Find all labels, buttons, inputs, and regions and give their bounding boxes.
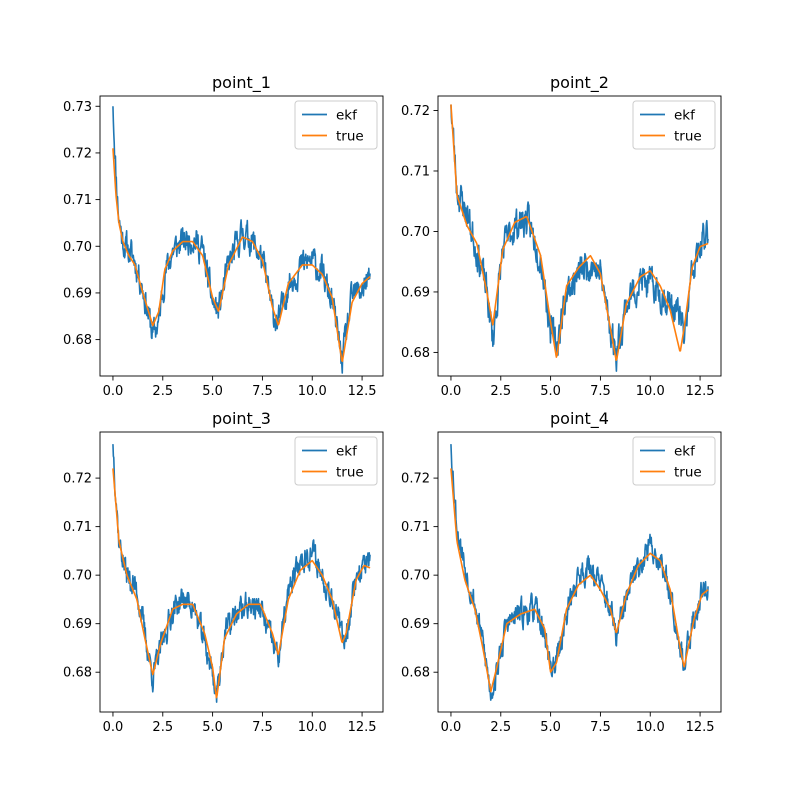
x-tick-label: 7.5 — [590, 384, 611, 399]
legend: ekf true — [294, 100, 378, 150]
legend-box — [294, 436, 378, 486]
y-tick-label: 0.71 — [401, 520, 430, 535]
x-tick-label: 10.0 — [298, 720, 327, 735]
series-line-true — [450, 468, 709, 693]
x-tick-label: 2.5 — [490, 384, 511, 399]
x-tick-label: 10.0 — [298, 384, 327, 399]
chart-title: point_2 — [550, 73, 609, 93]
series-line-true — [450, 104, 709, 361]
legend: ekf true — [632, 436, 716, 486]
y-tick-label: 0.70 — [63, 569, 92, 584]
axes-frame — [99, 431, 384, 713]
legend-label-ekf: ekf — [336, 444, 358, 460]
x-tick-label: 0.0 — [103, 720, 124, 735]
series-line-ekf — [450, 444, 709, 701]
y-tick-label: 0.72 — [401, 104, 430, 119]
x-tick-label: 5.0 — [202, 720, 223, 735]
subplot-3: 0.0 2.5 5.0 7.5 10.0 12.5 0.68 0.69 0.70 0.71 0.72… — [63, 409, 384, 735]
axes-frame — [437, 431, 722, 713]
y-tick-label: 0.69 — [63, 286, 92, 301]
legend-label-ekf: ekf — [336, 108, 358, 124]
legend-box — [632, 436, 716, 486]
x-tick-label: 12.5 — [348, 384, 377, 399]
y-tick-label: 0.68 — [63, 333, 92, 348]
y-tick-label: 0.73 — [63, 100, 92, 115]
legend-label-ekf: ekf — [674, 444, 696, 460]
axes-frame — [437, 95, 722, 377]
x-tick-label: 12.5 — [686, 720, 715, 735]
subplot-1: 0.0 2.5 5.0 7.5 10.0 12.5 0.68 0.69 0.70 0.71 0.72… — [63, 73, 384, 399]
y-tick-label: 0.68 — [401, 666, 430, 681]
x-tick-label: 0.0 — [441, 384, 462, 399]
x-tick-label: 2.5 — [490, 720, 511, 735]
legend-label-ekf: ekf — [674, 108, 696, 124]
y-tick-label: 0.72 — [63, 146, 92, 161]
y-tick-label: 0.70 — [401, 225, 430, 240]
series-line-true — [112, 468, 371, 699]
y-tick-label: 0.68 — [401, 346, 430, 361]
x-tick-label: 7.5 — [252, 720, 273, 735]
x-tick-label: 5.0 — [540, 384, 561, 399]
x-tick-label: 0.0 — [441, 720, 462, 735]
y-tick-label: 0.69 — [401, 285, 430, 300]
legend-label-true: true — [336, 465, 364, 481]
series-line-ekf — [450, 104, 709, 372]
chart-title: point_4 — [550, 409, 609, 429]
y-tick-label: 0.72 — [63, 472, 92, 487]
subplot-2: 0.0 2.5 5.0 7.5 10.0 12.5 0.68 0.69 0.70 0.71 0.72… — [401, 73, 722, 399]
y-tick-label: 0.71 — [401, 164, 430, 179]
y-tick-label: 0.71 — [63, 520, 92, 535]
subplot-4: 0.0 2.5 5.0 7.5 10.0 12.5 0.68 0.69 0.70 0.71 0.72… — [401, 409, 722, 735]
series-line-true — [112, 148, 371, 363]
x-tick-label: 2.5 — [152, 384, 173, 399]
y-tick-label: 0.68 — [63, 666, 92, 681]
chart-title: point_1 — [212, 73, 271, 93]
y-tick-label: 0.70 — [401, 569, 430, 584]
legend-label-true: true — [336, 129, 364, 145]
y-tick-label: 0.72 — [401, 472, 430, 487]
legend: ekf true — [294, 436, 378, 486]
x-tick-label: 10.0 — [636, 384, 665, 399]
legend-label-true: true — [674, 129, 702, 145]
y-tick-label: 0.69 — [63, 617, 92, 632]
x-tick-label: 5.0 — [540, 720, 561, 735]
legend: ekf true — [632, 100, 716, 150]
x-tick-label: 10.0 — [636, 720, 665, 735]
x-tick-label: 7.5 — [590, 720, 611, 735]
y-tick-label: 0.70 — [63, 240, 92, 255]
legend-box — [632, 100, 716, 150]
axes-frame — [99, 95, 384, 377]
x-tick-label: 0.0 — [103, 384, 124, 399]
legend-box — [294, 100, 378, 150]
legend-label-true: true — [674, 465, 702, 481]
x-tick-label: 12.5 — [348, 720, 377, 735]
y-tick-label: 0.69 — [401, 617, 430, 632]
y-tick-label: 0.71 — [63, 193, 92, 208]
x-tick-label: 7.5 — [252, 384, 273, 399]
x-tick-label: 12.5 — [686, 384, 715, 399]
x-tick-label: 5.0 — [202, 384, 223, 399]
x-tick-label: 2.5 — [152, 720, 173, 735]
chart-title: point_3 — [212, 409, 271, 429]
series-line-ekf — [112, 106, 371, 374]
